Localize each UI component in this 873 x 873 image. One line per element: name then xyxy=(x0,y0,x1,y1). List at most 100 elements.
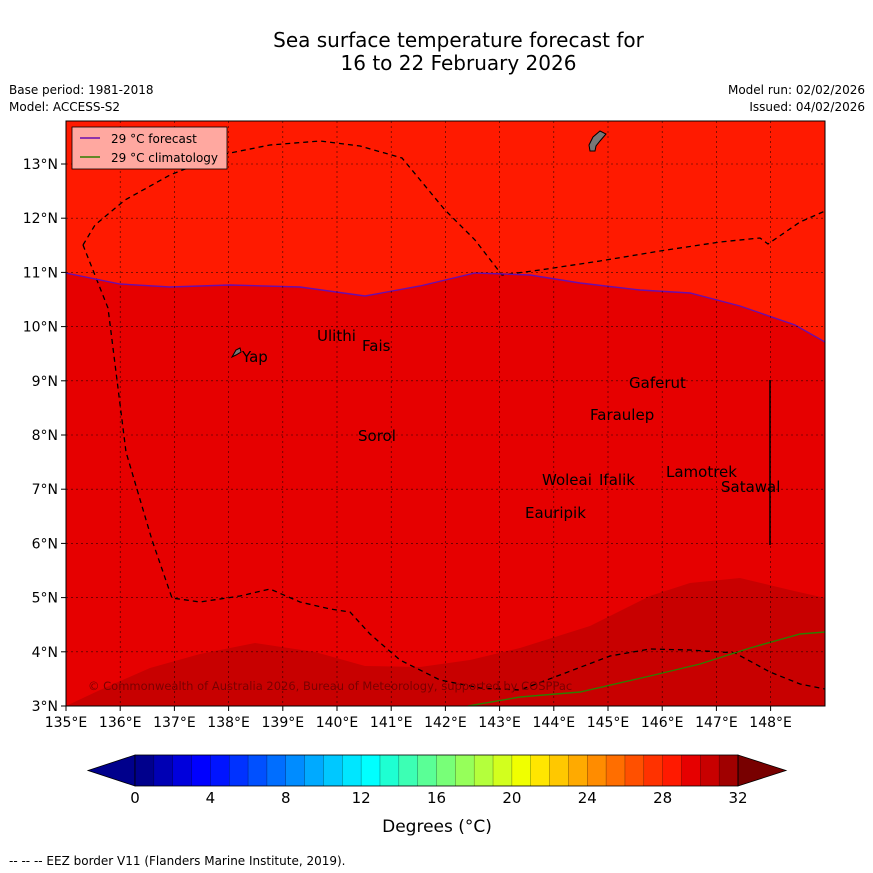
colorbar-tick-label: 20 xyxy=(502,789,521,807)
colorbar-swatch xyxy=(530,755,550,786)
longitude-axis: 135°E 136°E 137°E 138°E 139°E 140°E 141°E 142°E… xyxy=(45,706,792,731)
colorbar-swatch xyxy=(342,755,362,786)
map-title-line1: Sea surface temperature forecast for xyxy=(273,28,644,52)
colorbar xyxy=(86,754,788,787)
colorbar-swatch xyxy=(153,755,174,786)
colorbar-swatch xyxy=(511,755,532,786)
issued-text: Issued: 04/02/2026 xyxy=(749,100,865,114)
colorbar-tick-label: 12 xyxy=(352,789,371,807)
model-run-text: Model run: 02/02/2026 xyxy=(727,83,865,97)
sst-field xyxy=(66,121,825,706)
colorbar-swatch xyxy=(135,755,155,786)
lat-tick-label: 4°N xyxy=(32,645,58,661)
lon-tick-label: 146°E xyxy=(641,715,684,731)
lon-tick-label: 139°E xyxy=(262,715,305,731)
colorbar-swatch xyxy=(229,755,249,786)
colorbar-swatch xyxy=(323,755,343,786)
colorbar-swatch xyxy=(606,755,626,786)
eez-border-line-north xyxy=(82,140,825,276)
lat-tick-label: 12°N xyxy=(23,211,58,227)
colorbar-swatch xyxy=(624,755,645,786)
sst-band-28-29 xyxy=(66,578,825,706)
colorbar-swatch xyxy=(379,755,400,786)
legend-box xyxy=(71,126,228,170)
lon-tick-label: 142°E xyxy=(424,715,467,731)
colorbar-label: Degrees (°C) xyxy=(382,817,492,837)
lat-tick-label: 8°N xyxy=(32,428,58,444)
map-title-line2: 16 to 22 February 2026 xyxy=(340,51,577,75)
colorbar-swatch xyxy=(210,755,230,786)
colorbar-swatch xyxy=(398,755,419,786)
colorbar-swatch xyxy=(493,755,513,786)
colorbar-swatch xyxy=(662,755,682,786)
lat-tick-label: 6°N xyxy=(32,536,58,552)
island-label-woleai: Woleai xyxy=(542,471,592,489)
colorbar-swatch xyxy=(700,755,720,786)
colorbar-swatch xyxy=(549,755,569,786)
colorbar-ticks: 0 4 8 12 16 20 24 28 32 xyxy=(130,789,747,807)
map-legend: 29 °C forecast 29 °C climatology xyxy=(71,126,228,170)
lat-tick-label: 3°N xyxy=(32,699,58,715)
colorbar-high-extension xyxy=(737,754,788,787)
lat-tick-label: 7°N xyxy=(32,482,58,498)
colorbar-swatch xyxy=(474,755,494,786)
lon-tick-label: 138°E xyxy=(207,715,250,731)
island-label-lamotrek: Lamotrek xyxy=(666,463,737,481)
island-label-yap: Yap xyxy=(241,348,268,366)
lat-tick-label: 10°N xyxy=(23,320,58,336)
lon-tick-label: 143°E xyxy=(478,715,521,731)
lon-tick-label: 137°E xyxy=(153,715,196,731)
yap-island-shape xyxy=(230,347,242,359)
lon-tick-label: 140°E xyxy=(316,715,359,731)
colorbar-low-extension xyxy=(86,754,136,787)
colorbar-swatch xyxy=(455,755,475,786)
island-label-satawal: Satawal xyxy=(721,478,780,496)
colorbar-tick-label: 4 xyxy=(206,789,216,807)
colorbar-tick-label: 0 xyxy=(130,789,140,807)
lat-tick-label: 9°N xyxy=(32,374,58,390)
colorbar-swatch xyxy=(436,755,456,786)
colorbar-swatch xyxy=(587,755,607,786)
legend-climatology-label: 29 °C climatology xyxy=(111,151,218,165)
colorbar-swatch xyxy=(266,755,287,786)
colorbar-tick-label: 16 xyxy=(427,789,446,807)
colorbar-tick-label: 28 xyxy=(653,789,672,807)
latitude-axis: 3°N 4°N 5°N 6°N 7°N 8°N 9°N 10°N 11°N 12°N 13°N xyxy=(23,157,66,715)
colorbar-tick-label: 32 xyxy=(728,789,747,807)
lon-tick-label: 141°E xyxy=(370,715,413,731)
lon-tick-label: 144°E xyxy=(533,715,576,731)
island-label-faraulep: Faraulep xyxy=(590,406,654,424)
climatology-29c-contour xyxy=(467,631,825,706)
island-label-ifalik: Ifalik xyxy=(599,471,635,489)
forecast-29c-contour xyxy=(66,272,825,343)
colorbar-swatch xyxy=(191,755,211,786)
lat-tick-label: 5°N xyxy=(32,591,58,607)
colorbar-swatch xyxy=(285,755,305,786)
sst-band-29-30 xyxy=(66,273,825,706)
island-label-gaferut: Gaferut xyxy=(629,374,686,392)
legend-forecast-label: 29 °C forecast xyxy=(111,132,197,146)
lon-tick-label: 147°E xyxy=(695,715,738,731)
island-label-sorol: Sorol xyxy=(358,427,396,445)
colorbar-swatch xyxy=(248,755,268,786)
eez-footnote: -- -- -- EEZ border V11 (Flanders Marine… xyxy=(9,854,346,868)
copyright-text: © Commonwealth of Australia 2026, Bureau… xyxy=(88,679,572,693)
colorbar-tick-label: 24 xyxy=(578,789,597,807)
base-period-text: Base period: 1981-2018 xyxy=(9,83,154,97)
colorbar-swatch xyxy=(681,755,701,786)
colorbar-swatch xyxy=(719,755,739,786)
eez-border-line xyxy=(82,244,825,691)
colorbar-swatch xyxy=(643,755,664,786)
lon-tick-label: 145°E xyxy=(587,715,630,731)
colorbar-swatch xyxy=(172,755,192,786)
lon-tick-label: 136°E xyxy=(99,715,142,731)
island-label-fais: Fais xyxy=(362,337,391,355)
island-label-eauripik: Eauripik xyxy=(525,504,586,522)
lon-tick-label: 148°E xyxy=(749,715,792,731)
colorbar-swatch xyxy=(304,755,324,786)
colorbar-swatch xyxy=(417,755,437,786)
guam-island-shape xyxy=(588,130,607,152)
colorbar-swatch xyxy=(361,755,381,786)
colorbar-tick-label: 8 xyxy=(281,789,291,807)
